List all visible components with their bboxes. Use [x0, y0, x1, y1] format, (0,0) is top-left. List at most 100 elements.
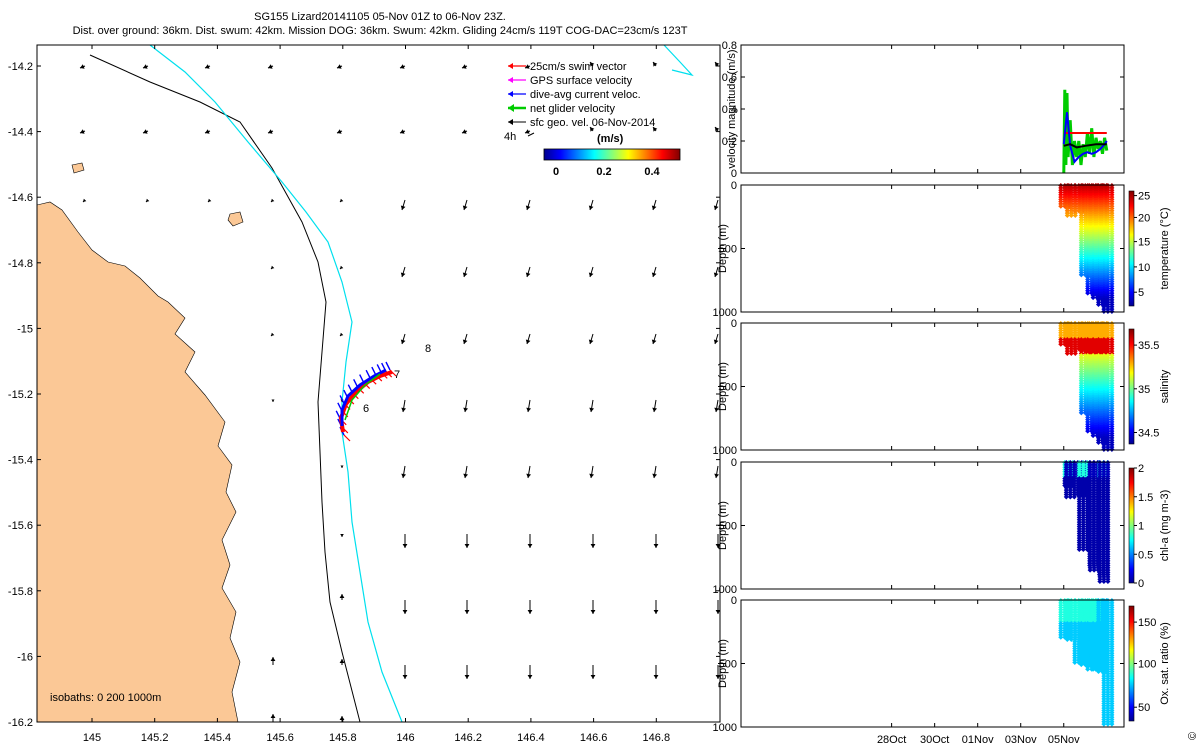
scatter-point — [1067, 494, 1073, 500]
velocity-series-line — [1063, 143, 1107, 149]
scatter-point — [1058, 203, 1064, 209]
velocity-arrow — [340, 534, 344, 537]
y-tick: 0 — [731, 168, 737, 180]
panel-frame — [740, 599, 1125, 728]
y-tick: 500 — [719, 659, 737, 671]
velocity-arrow — [339, 594, 345, 600]
y-axis-label: Depth (m) — [717, 501, 729, 550]
map-x-axis: 145 145.2 145.4 145.6 145.8 146 146.2 146.4 146.… — [83, 45, 670, 744]
velocity-arrow — [590, 534, 596, 548]
dive-avg-vector — [359, 374, 365, 383]
y-tick: 0.4 — [722, 104, 737, 116]
colorbar-tick: 35.5 — [1138, 340, 1159, 352]
velocity-arrow — [401, 399, 407, 413]
velocity-arrow — [270, 198, 275, 203]
colorbar-tick: 34.5 — [1138, 428, 1159, 440]
velocity-arrow — [79, 64, 86, 69]
time-tick: 28Oct — [877, 734, 906, 746]
scatter-point — [1072, 350, 1078, 356]
velocity-arrow — [270, 657, 276, 665]
scatter-point — [1087, 567, 1093, 573]
velocity-arrow — [463, 465, 469, 479]
y-tick: 1000 — [713, 722, 737, 734]
colorbar — [1128, 328, 1135, 445]
map-y-tick: -15.2 — [8, 389, 33, 401]
velocity-arrow — [715, 600, 720, 614]
legend-label: sfc geo. vel. 06-Nov-2014 — [530, 117, 655, 129]
isobath-label: isobaths: 0 200 1000m — [50, 692, 161, 704]
map-y-tick: -14.2 — [8, 61, 33, 73]
y-tick: 0.8 — [722, 40, 737, 52]
map-y-tick: -15.8 — [8, 586, 33, 598]
map-x-tick: 146.4 — [517, 732, 545, 744]
colorbar-tick: 0.5 — [1138, 549, 1153, 561]
map-frame — [36, 44, 721, 723]
velocity-arrow — [339, 198, 344, 203]
velocity-arrow — [714, 465, 720, 479]
colorbar-label: (m/s) — [597, 133, 624, 145]
velocity-arrow — [271, 399, 275, 402]
velocity-arrow — [527, 534, 533, 548]
velocity-arrow — [399, 64, 406, 69]
velocity-arrow — [82, 198, 87, 203]
colorbar-tick: 20 — [1138, 212, 1150, 224]
velocity-arrow — [651, 333, 657, 345]
velocity-arrow — [526, 465, 532, 479]
velocity-arrow — [267, 129, 274, 134]
scatter-point — [1105, 446, 1111, 452]
scatter-point — [1064, 350, 1070, 356]
map-x-tick: 146 — [396, 732, 414, 744]
colorbar-label: temperature (°C) — [1159, 207, 1171, 289]
map-y-axis: -14.2 -14.4 -14.6 -14.8 -15 -15.2 -15.4 -15.6 -1… — [8, 61, 720, 729]
scatter-point — [1101, 721, 1107, 727]
map-y-tick: -14.8 — [8, 258, 33, 270]
map-x-tick: 145.2 — [141, 732, 169, 744]
velocity-arrow — [462, 199, 468, 211]
velocity-arrow — [267, 64, 274, 69]
velocity-arrow — [336, 64, 343, 69]
sfc-velocity-arrows — [79, 61, 720, 722]
velocity-arrow — [463, 399, 469, 413]
velocity-arrow — [590, 665, 596, 679]
map-y-tick: -16 — [17, 651, 33, 663]
velocity-arrow — [402, 600, 408, 614]
isobath-1000 — [149, 45, 403, 722]
y-tick: 500 — [719, 244, 737, 256]
colorbar-tick: 100 — [1138, 659, 1156, 671]
velocity-arrow — [653, 534, 659, 548]
velocity-arrow — [653, 600, 659, 614]
scatter-point — [1078, 410, 1084, 416]
scatter-point — [1105, 721, 1111, 727]
time-tick: 01Nov — [962, 734, 994, 746]
velocity-arrow — [651, 266, 657, 278]
panel-2: Depth (m) 0 500 1000 5 10 15 20 25 temperature (°… — [713, 180, 1171, 319]
scatter-points — [1058, 598, 1115, 727]
velocity-arrow — [713, 199, 719, 211]
time-tick: 03Nov — [1005, 734, 1037, 746]
velocity-arrow — [270, 265, 275, 270]
velocity-arrow — [589, 399, 595, 413]
velocity-arrow — [590, 600, 596, 614]
velocity-arrow — [652, 399, 658, 413]
panel-frame — [740, 184, 1125, 313]
map-y-tick: -14.6 — [8, 192, 33, 204]
velocity-arrow — [142, 129, 149, 134]
scatter-point — [1068, 212, 1074, 218]
scatter-point — [1063, 494, 1069, 500]
panel-1: velocity magnitude (m/s)0 0.2 0.4 0.6 0.8 — [722, 40, 1125, 180]
velocity-arrow — [589, 126, 595, 132]
velocity-arrow — [651, 199, 657, 211]
legend-label: net glider velocity — [530, 103, 615, 115]
colorbar-tick: 0.2 — [596, 166, 611, 178]
velocity-arrow — [713, 266, 719, 278]
panel-frame — [740, 322, 1125, 451]
velocity-arrow — [204, 64, 211, 69]
scatter-point — [1095, 301, 1102, 308]
velocity-arrow — [464, 600, 470, 614]
colorbar-tick: 10 — [1138, 262, 1150, 274]
velocity-arrow — [524, 129, 531, 134]
velocity-arrow — [525, 333, 531, 345]
velocity-arrow — [589, 61, 595, 67]
map-x-tick: 145.6 — [266, 732, 294, 744]
swim-vector — [343, 434, 351, 442]
